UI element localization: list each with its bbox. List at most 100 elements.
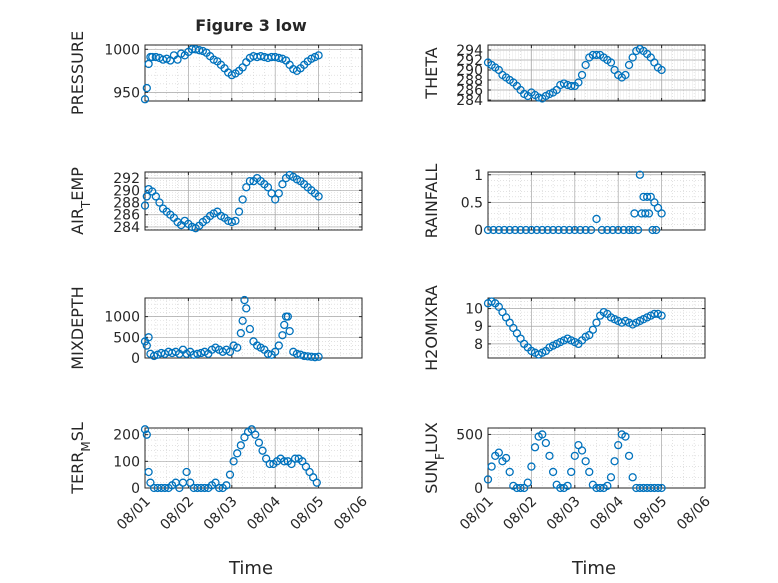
y-tick-label: 8	[474, 337, 483, 353]
data-point-air-temp	[155, 198, 164, 207]
data-point-rainfall	[642, 192, 652, 202]
data-point-terr-msl	[280, 457, 289, 466]
data-point-air-temp	[142, 192, 151, 201]
axes-box-theta	[487, 44, 706, 102]
data-point-h2omixra	[588, 325, 598, 334]
data-point-terr-msl	[140, 425, 150, 434]
data-point-rainfall	[527, 225, 536, 235]
data-point-sun-flux	[621, 432, 630, 441]
data-point-theta	[592, 50, 601, 60]
y-tick-label: 290	[456, 63, 483, 79]
y-axis-label-h2omixra: H2OMIXRA	[422, 285, 441, 371]
y-tick-label: 0	[474, 481, 483, 497]
data-point-mixdepth	[280, 320, 289, 330]
data-point-sun-flux	[563, 481, 572, 491]
data-point-sun-flux	[556, 483, 565, 493]
axes-box-air-temp	[144, 171, 363, 231]
data-point-terr-msl	[265, 459, 274, 469]
data-point-terr-msl	[222, 481, 231, 490]
data-point-sun-flux	[505, 467, 514, 477]
y-tick-label: 1	[474, 168, 483, 184]
data-point-pressure	[314, 51, 323, 60]
y-tick-label: 100	[113, 454, 140, 470]
data-point-terr-msl	[200, 483, 209, 493]
data-point-terr-msl	[258, 446, 267, 455]
data-point-sun-flux	[501, 453, 511, 463]
data-point-rainfall	[543, 225, 552, 235]
data-point-rainfall	[559, 225, 569, 235]
data-point-theta	[567, 81, 576, 91]
data-point-sun-flux	[541, 438, 551, 448]
data-point-mixdepth	[292, 349, 302, 359]
data-point-air-temp	[140, 201, 150, 210]
data-point-terr-msl	[233, 449, 242, 458]
data-point-rainfall	[516, 225, 525, 235]
data-point-pressure	[140, 95, 150, 104]
data-point-air-temp	[274, 189, 283, 198]
data-point-rainfall	[586, 225, 596, 235]
axes-box-h2omixra	[487, 297, 706, 359]
data-point-sun-flux	[530, 443, 540, 452]
data-point-mixdepth	[274, 341, 283, 350]
data-point-rainfall	[648, 225, 657, 235]
y-tick-label: 284	[113, 220, 140, 236]
data-point-mixdepth	[142, 341, 151, 350]
data-point-h2omixra	[657, 311, 666, 320]
axes-box-pressure	[144, 44, 363, 102]
data-point-mixdepth	[278, 331, 287, 340]
data-point-sun-flux	[577, 446, 587, 455]
data-point-h2omixra	[592, 318, 601, 327]
y-tick-label: 500	[456, 427, 483, 443]
data-point-sun-flux	[483, 475, 493, 484]
data-point-air-temp	[151, 192, 161, 201]
data-point-rainfall	[614, 225, 623, 235]
data-point-rainfall	[619, 225, 628, 235]
data-point-rainfall	[633, 225, 643, 235]
data-point-rainfall	[624, 225, 634, 235]
data-point-sun-flux	[487, 462, 496, 471]
data-point-rainfall	[570, 225, 579, 235]
data-point-rainfall	[554, 225, 563, 235]
data-point-theta	[581, 60, 590, 70]
data-point-terr-msl	[254, 438, 264, 447]
data-point-mixdepth	[225, 347, 235, 356]
axes-box-terr-msl	[144, 427, 363, 489]
data-point-terr-msl	[182, 467, 191, 477]
data-point-terr-msl	[160, 483, 170, 493]
data-point-rainfall	[532, 225, 541, 235]
data-point-air-temp	[314, 192, 323, 201]
data-point-air-temp	[242, 183, 251, 192]
data-point-rainfall	[608, 225, 617, 235]
data-point-rainfall	[521, 225, 531, 235]
data-point-sun-flux	[624, 451, 634, 461]
data-point-sun-flux	[545, 451, 554, 461]
data-point-mixdepth	[245, 324, 255, 334]
data-point-mixdepth	[271, 347, 280, 356]
subplot-rainfall: 0 0.5 1 RAINFALL	[422, 164, 706, 239]
data-point-sun-flux	[628, 473, 637, 482]
y-tick-label: 0	[131, 481, 140, 497]
data-point-mixdepth	[236, 329, 245, 338]
data-point-air-temp	[231, 216, 240, 225]
data-point-mixdepth	[238, 316, 247, 325]
x-axis-label-right: Time	[571, 558, 616, 579]
y-tick-label: 288	[456, 73, 483, 89]
data-point-sun-flux	[595, 483, 605, 493]
data-point-rainfall	[510, 225, 520, 235]
data-point-rainfall	[603, 225, 612, 235]
y-tick-label: 286	[456, 83, 483, 99]
subplot-mixdepth: 0 500 1000 MIXDEPTH	[68, 286, 363, 370]
data-point-air-temp	[271, 195, 280, 204]
y-axis-label-theta: THETA	[422, 47, 441, 99]
data-point-sun-flux	[548, 467, 558, 477]
data-point-rainfall	[494, 225, 504, 235]
data-point-sun-flux	[610, 457, 619, 466]
y-tick-label: 10	[465, 302, 483, 318]
data-point-rainfall	[597, 225, 607, 235]
data-point-mixdepth	[263, 349, 273, 359]
data-point-rainfall	[576, 225, 585, 235]
